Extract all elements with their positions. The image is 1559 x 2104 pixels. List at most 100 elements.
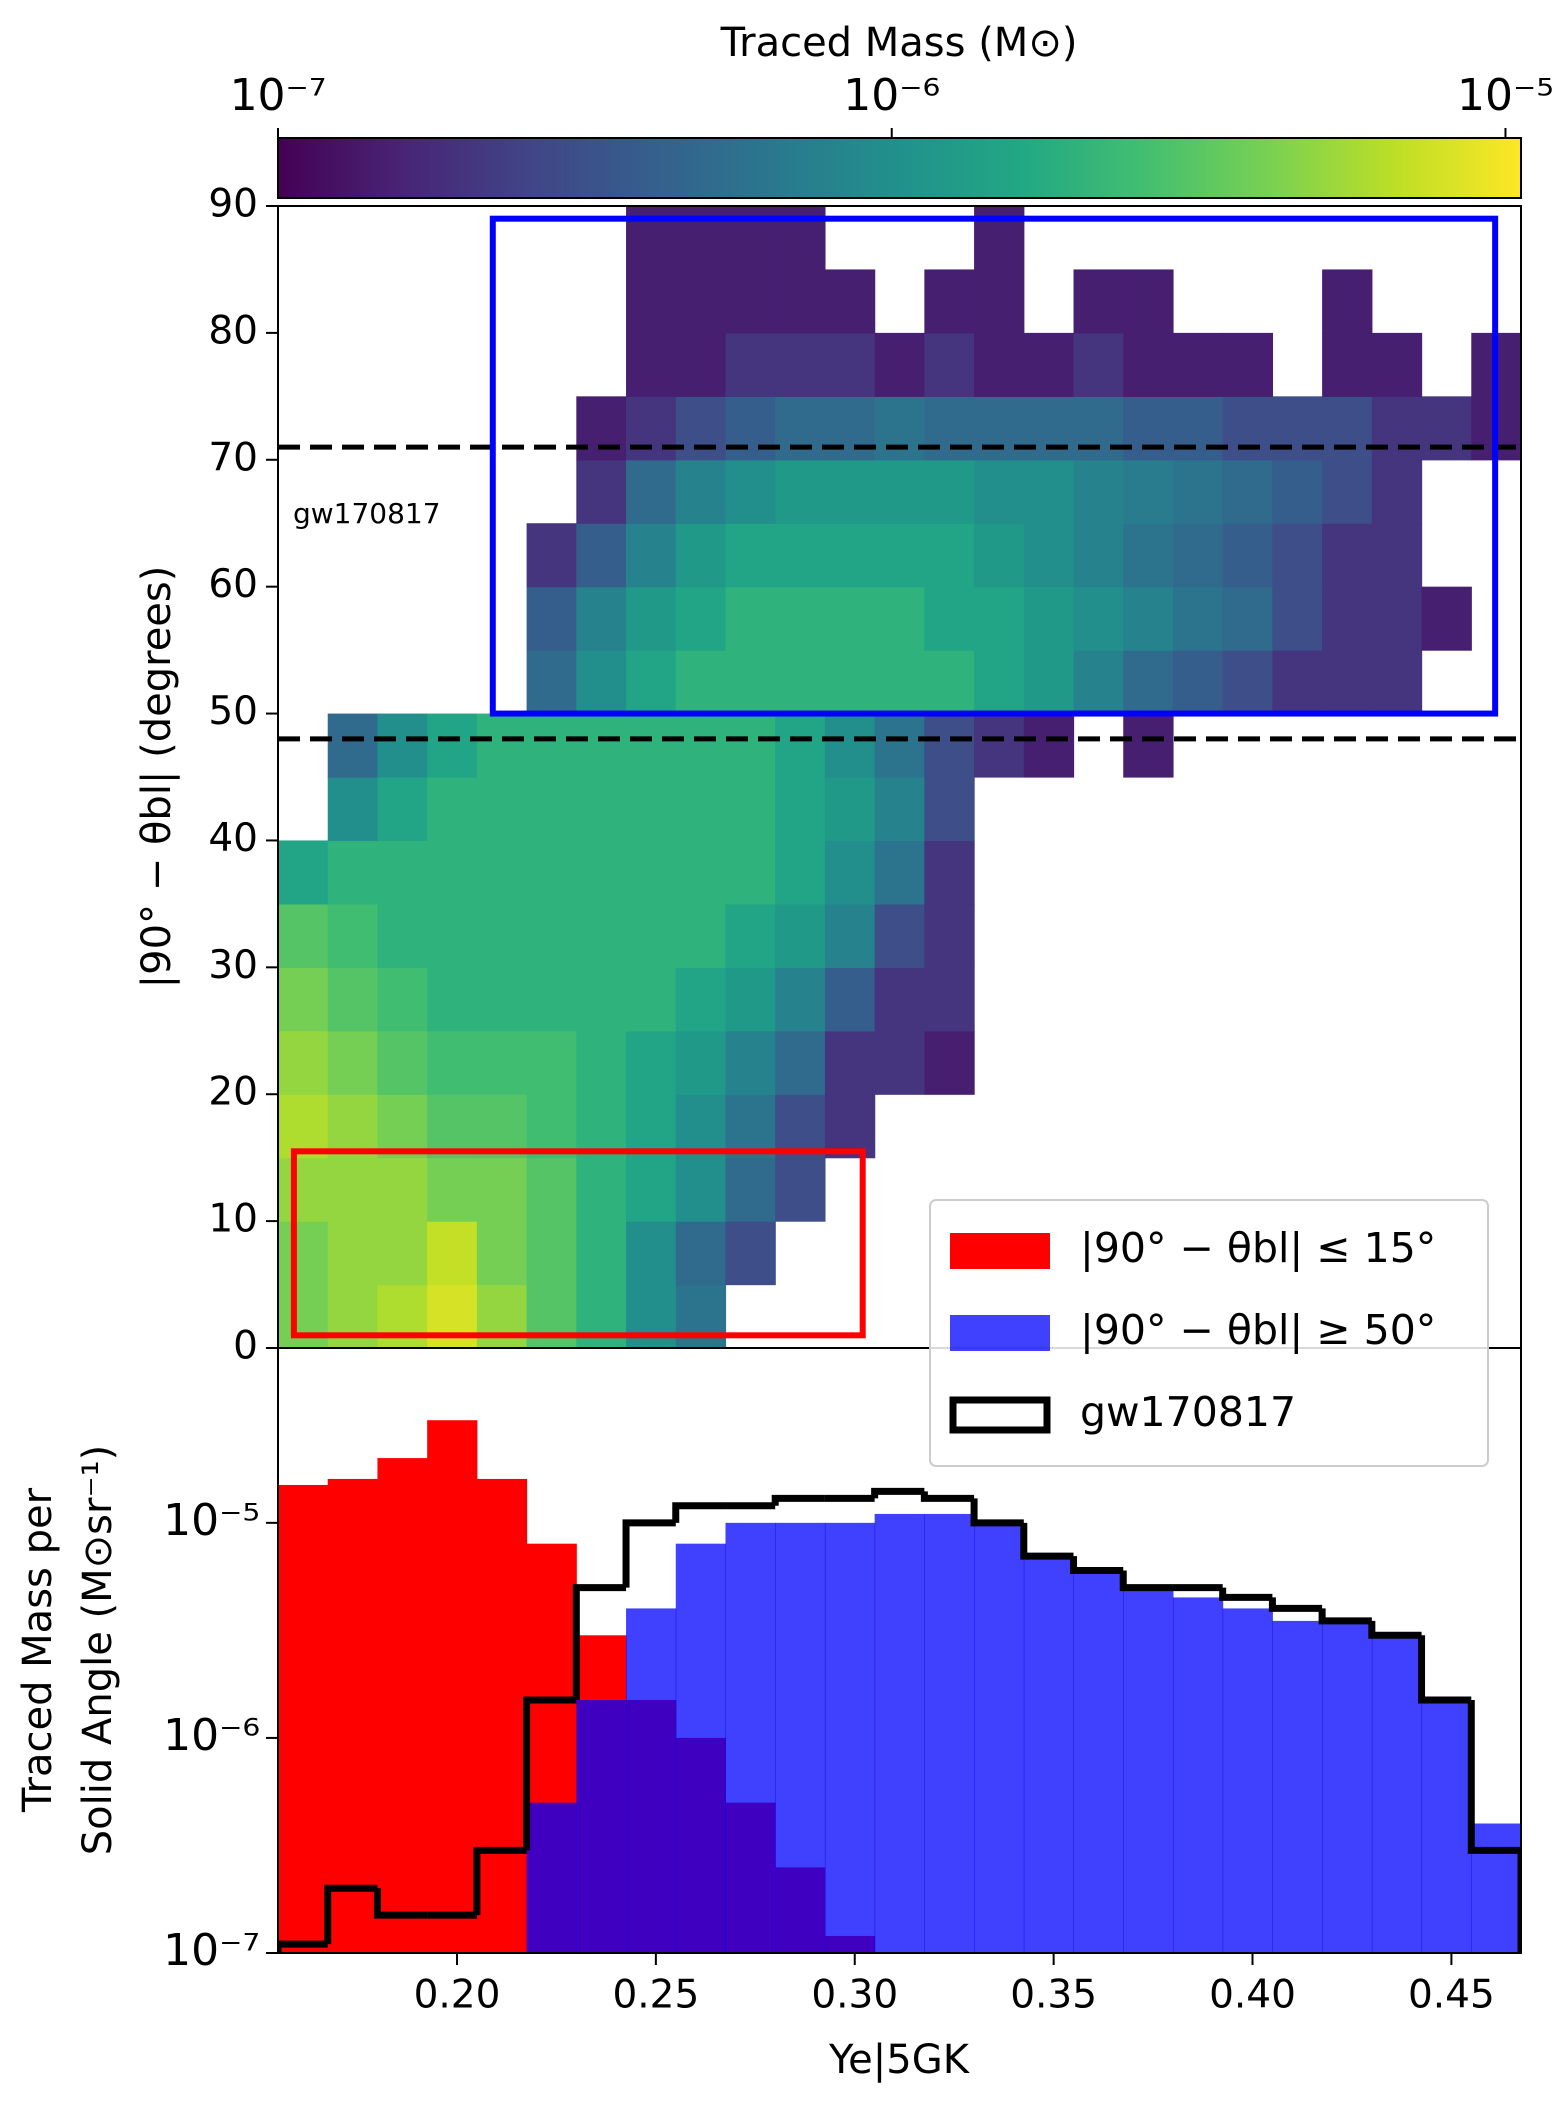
region-box	[290, 1148, 866, 1339]
heatmap-cell	[1421, 396, 1472, 461]
heatmap-cell	[824, 777, 876, 842]
histogram-bar	[725, 1522, 776, 1953]
histogram-bar	[1073, 1570, 1124, 1953]
heatmap-cell	[1322, 332, 1373, 397]
heatmap-cell	[974, 586, 1025, 651]
heatmap-cell	[278, 840, 329, 905]
region-box	[489, 215, 1499, 717]
heatmap-cell	[1023, 523, 1075, 588]
heatmap-cell	[675, 1030, 727, 1095]
heatmap-cell	[1322, 586, 1373, 651]
histogram-bar	[1023, 1556, 1075, 1953]
plot-layer	[278, 206, 1521, 1953]
heatmap-cell	[924, 840, 975, 905]
heatmap-cell	[1272, 650, 1323, 715]
heatmap-cell	[1172, 586, 1224, 651]
heatmap-cell	[526, 903, 577, 968]
histogram-bar	[278, 1484, 329, 1953]
heatmap-cell	[874, 713, 925, 778]
heatmap-cell	[576, 396, 627, 461]
heatmap-cell	[775, 967, 826, 1032]
heatmap-cells	[278, 206, 1521, 1348]
heatmap-cell	[1371, 396, 1423, 461]
heatmap-cell	[725, 1221, 776, 1286]
histogram-bar	[377, 1458, 428, 1953]
heatmap-cell	[626, 206, 677, 271]
heatmap-cell	[526, 1094, 577, 1159]
heatmap-cell	[675, 206, 727, 271]
legend-swatch	[950, 1315, 1050, 1351]
legend-box	[929, 1199, 1489, 1467]
heatmap-cell	[725, 396, 776, 461]
heatmap-cell	[278, 1284, 329, 1348]
heatmap-cell	[974, 269, 1025, 334]
heatmap-cell	[874, 459, 925, 524]
histogram-bar	[1222, 1608, 1273, 1953]
histogram-step	[970, 1498, 1024, 1527]
heatmap-cell	[427, 1094, 478, 1159]
legend-label: |90° − θbl| ≤ 15°	[1080, 1224, 1436, 1272]
heatmap-cell	[675, 269, 727, 334]
heatmap-cell	[874, 777, 925, 842]
heatmap-cell	[626, 840, 677, 905]
colorbar	[277, 137, 1522, 199]
heatmap-cell	[526, 1157, 577, 1222]
histogram-step	[622, 1519, 676, 1588]
heatmap-cell	[576, 967, 627, 1032]
heatmap-cell	[974, 459, 1025, 524]
heatmap-cell	[427, 713, 478, 778]
heatmap-cell	[725, 777, 776, 842]
heatmap-cell	[526, 1284, 577, 1348]
histogram-step	[1318, 1608, 1372, 1625]
heatmap-cell	[427, 1157, 478, 1222]
y-tick-label: 20	[208, 1070, 258, 1115]
histogram-step	[278, 1940, 328, 1953]
histogram-bar	[427, 1420, 478, 1953]
heatmap-cell	[1023, 459, 1075, 524]
x-tick-label: 0.45	[1408, 1973, 1495, 2018]
heatmap-cell	[278, 967, 329, 1032]
heatmap-cell	[626, 586, 677, 651]
histogram-bar	[924, 1513, 975, 1953]
histogram-bar	[576, 1700, 627, 1953]
heatmap-cell	[675, 967, 727, 1032]
heatmap-cell	[974, 396, 1025, 461]
heatmap-cell	[526, 586, 577, 651]
heatmap-cell	[476, 903, 528, 968]
heatmap-cell	[1322, 459, 1373, 524]
heatmap-cell	[576, 586, 627, 651]
heatmap-cell	[824, 459, 876, 524]
legend-label: |90° − θbl| ≥ 50°	[1080, 1306, 1436, 1354]
heatmap-cell	[327, 1030, 379, 1095]
heatmap-cell	[427, 1030, 478, 1095]
heatmap-cell	[874, 523, 925, 588]
heatmap-cell	[1222, 396, 1273, 461]
heatmap-cell	[874, 840, 925, 905]
heatmap-cell	[725, 903, 776, 968]
heatmap-cell	[1172, 459, 1224, 524]
heatmap-cell	[1172, 650, 1224, 715]
heatmap-cell	[1023, 586, 1075, 651]
heatmap-cell	[874, 650, 925, 715]
y-tick-label: 10⁻⁶	[163, 1710, 260, 1761]
heatmap-cell	[576, 1221, 627, 1286]
histogram-step	[771, 1494, 825, 1506]
x-tick-label: 0.20	[414, 1973, 501, 2018]
heatmap-cell	[1371, 650, 1423, 715]
heatmap-cell	[824, 967, 876, 1032]
heatmap-cell	[576, 650, 627, 715]
heatmap-cell	[576, 523, 627, 588]
heatmap-cell	[327, 840, 379, 905]
histogram-bar	[824, 1522, 876, 1953]
heatmap-cell	[1172, 523, 1224, 588]
heatmap-cell	[377, 1284, 428, 1348]
heatmap-cell	[1222, 523, 1273, 588]
heatmap-cell	[974, 206, 1025, 271]
y-tick-label: 10	[208, 1197, 258, 1242]
heatmap-cell	[675, 586, 727, 651]
x-tick-label: 0.35	[1010, 1973, 1097, 2018]
heatmap-cell	[1322, 269, 1373, 334]
heatmap-cell	[1322, 523, 1373, 588]
heatmap-cell	[278, 1030, 329, 1095]
